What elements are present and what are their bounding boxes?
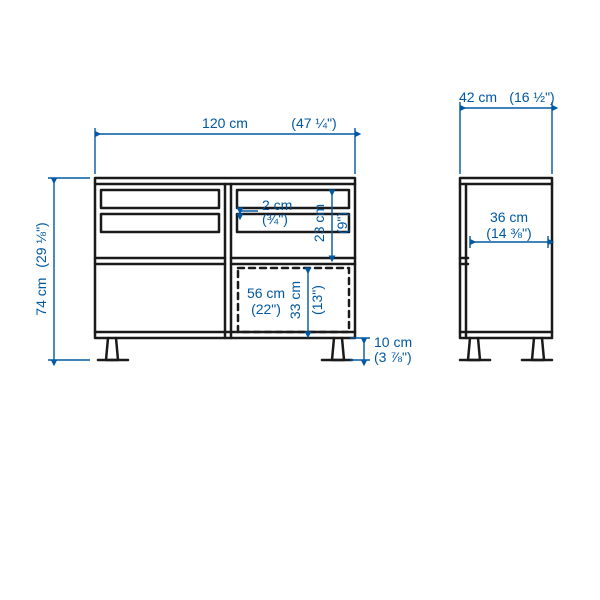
svg-text:(9"): (9") — [334, 212, 350, 234]
front-view: 120 cm (47 ¼") 74 cm (29 ⅛") 23 cm (9") — [33, 115, 412, 365]
svg-text:56 cm: 56 cm — [247, 285, 285, 301]
svg-text:10 cm: 10 cm — [374, 334, 412, 350]
svg-text:23 cm: 23 cm — [311, 204, 327, 242]
dim-door-height: 33 cm (13") — [287, 268, 325, 332]
furniture-dimension-drawing: 120 cm (47 ¼") 74 cm (29 ⅛") 23 cm (9") — [0, 0, 600, 600]
svg-text:(3 ⅞"): (3 ⅞") — [374, 349, 412, 365]
svg-text:(¾"): (¾") — [262, 211, 288, 227]
svg-text:(22"): (22") — [251, 301, 281, 317]
dim-width: 120 cm (47 ¼") — [95, 115, 355, 174]
svg-text:42 cm: 42 cm — [459, 89, 497, 105]
dim-gap: 2 cm (¾") — [240, 197, 292, 227]
svg-text:120 cm: 120 cm — [202, 115, 248, 131]
svg-text:(47 ¼"): (47 ¼") — [291, 115, 336, 131]
dim-door-width: 56 cm (22") — [247, 285, 285, 317]
dim-inner-depth: 36 cm (14 ⅜") — [470, 209, 548, 248]
svg-text:(13"): (13") — [309, 285, 325, 315]
dim-leg-clearance: 10 cm (3 ⅞") — [350, 334, 412, 365]
svg-text:(16 ½"): (16 ½") — [509, 89, 554, 105]
dim-depth: 42 cm (16 ½") — [459, 89, 555, 174]
svg-text:(14 ⅜"): (14 ⅜") — [486, 225, 531, 241]
side-view: 42 cm (16 ½") 36 cm (14 ⅜") — [459, 89, 555, 360]
dim-height: 74 cm (29 ⅛") — [33, 178, 90, 360]
dim-drawer-opening: 23 cm (9") — [311, 190, 350, 256]
svg-text:33 cm: 33 cm — [287, 281, 303, 319]
svg-text:36 cm: 36 cm — [490, 209, 528, 225]
svg-text:74 cm (29 ⅛"): 74 cm (29 ⅛") — [33, 222, 49, 315]
